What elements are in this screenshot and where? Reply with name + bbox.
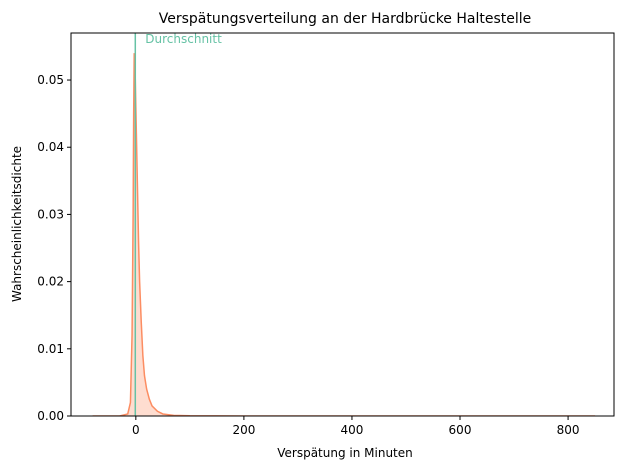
density-area-0: [92, 53, 596, 416]
density-line-0: [92, 53, 596, 416]
chart-title: Verspätungsverteilung an der Hardbrücke …: [159, 11, 532, 27]
x-tick-label: 400: [341, 423, 364, 437]
x-axis: 0 200 400 600 800: [132, 416, 580, 437]
y-tick-label: 0.04: [37, 140, 64, 154]
y-tick-label: 0.03: [37, 207, 64, 221]
plot-frame: [70, 32, 615, 417]
y-tick-label: 0.00: [37, 409, 64, 423]
plot-area: Durchschnitt: [92, 32, 596, 416]
y-axis: 0.00 0.01 0.02 0.03 0.04 0.05: [37, 73, 71, 423]
x-tick-label: 800: [557, 423, 580, 437]
x-axis-label: Verspätung in Minuten: [277, 446, 413, 460]
y-tick-label: 0.02: [37, 275, 64, 289]
x-tick-label: 200: [232, 423, 255, 437]
x-tick-label: 0: [132, 423, 140, 437]
x-tick-label: 600: [449, 423, 472, 437]
y-tick-label: 0.01: [37, 342, 64, 356]
y-tick-label: 0.05: [37, 73, 64, 87]
mean-label: Durchschnitt: [145, 32, 222, 46]
y-axis-label: Wahrscheinlichkeitsdichte: [10, 146, 24, 302]
